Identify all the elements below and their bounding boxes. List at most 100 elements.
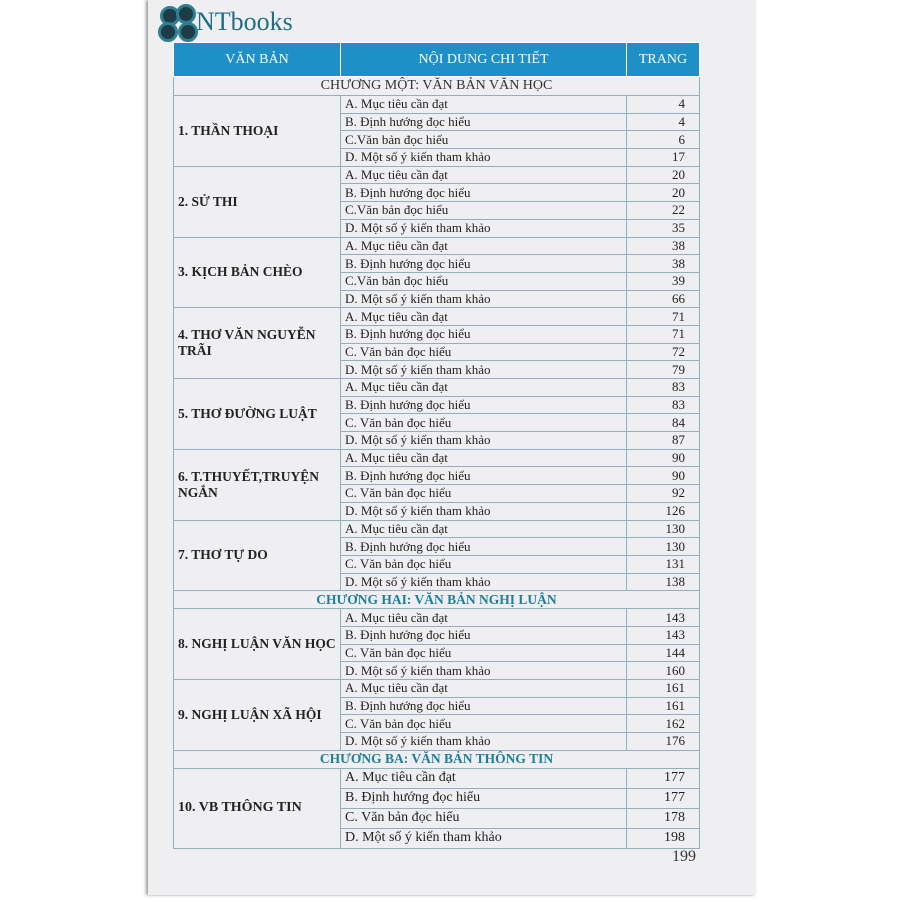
page-ref: 178 [626, 807, 700, 829]
page-ref: 87 [626, 431, 700, 450]
content-item: C. Văn bản đọc hiểu [340, 413, 627, 433]
table-row: D. Một số ý kiến tham khảo 87 [174, 431, 700, 450]
text-group-title: 9. NGHỊ LUẬN XÃ HỘI [173, 679, 341, 751]
content-item: C.Văn bản đọc hiểu [340, 130, 627, 150]
table-row: 1. THẦN THOẠI A. Mục tiêu cần đạt 4 [173, 95, 700, 167]
content-item: A. Mục tiêu cần đạt [340, 519, 627, 539]
content-item: D. Một số ý kiến tham khảo [340, 148, 627, 167]
page-ref: 72 [626, 342, 700, 362]
chapter-row: CHƯƠNG BA: VĂN BẢN THÔNG TIN [173, 749, 700, 769]
page-ref: 126 [626, 501, 700, 521]
table-row: C. Văn bản đọc hiểu 162 [174, 714, 700, 734]
page-ref: 84 [626, 413, 700, 433]
page-ref: 198 [626, 827, 700, 849]
table-row: D. Một số ý kiến tham khảo 176 [174, 732, 700, 751]
content-item: B. Định hướng đọc hiểu [340, 625, 627, 645]
table-row: 5. THƠ ĐƯỜNG LUẬT A. Mục tiêu cần đạt 83 [173, 378, 700, 450]
page-ref: 83 [626, 378, 700, 397]
table-row: D. Một số ý kiến tham khảo 138 [174, 572, 700, 592]
ntbooks-logo: NTbooks [158, 4, 293, 42]
table-row: 2. SỬ THI A. Mục tiêu cần đạt 20 [173, 165, 700, 238]
content-item: B. Định hướng đọc hiểu [340, 787, 627, 809]
content-item: D. Một số ý kiến tham khảo [340, 360, 627, 379]
page-ref: 20 [626, 183, 700, 203]
content-item: C.Văn bản đọc hiểu [340, 201, 627, 220]
page-ref: 20 [626, 165, 700, 185]
page-ref: 143 [626, 608, 700, 627]
table-row: B. Định hướng đọc hiểu 20 [174, 183, 700, 203]
header-noi-dung: NỘI DUNG CHI TIẾT [340, 42, 627, 77]
content-item: B. Định hướng đọc hiểu [340, 254, 627, 273]
page-ref: 130 [626, 519, 700, 539]
table-row: 8. NGHỊ LUẬN VĂN HỌC A. Mục tiêu cần đạt 1… [173, 608, 700, 680]
table-row: B. Định hướng đọc hiểu 38 [174, 254, 700, 273]
page-ref: 160 [626, 661, 700, 680]
content-item: B. Định hướng đọc hiểu [340, 183, 627, 203]
table-row: C.Văn bản đọc hiểu 22 [174, 201, 700, 220]
text-group-title: 4. THƠ VĂN NGUYỄN TRÃI [173, 307, 341, 379]
content-item: B. Định hướng đọc hiểu [340, 696, 627, 716]
page-ref: 6 [626, 130, 700, 150]
page-ref: 39 [626, 271, 700, 291]
page-ref: 79 [626, 360, 700, 379]
header-van-ban: VĂN BẢN [173, 42, 341, 77]
text-group-title: 5. THƠ ĐƯỜNG LUẬT [173, 378, 341, 450]
content-item: C. Văn bản đọc hiểu [340, 714, 627, 734]
text-group-title: 1. THẦN THOẠI [173, 95, 341, 167]
logo-knot-icon [158, 4, 198, 42]
page-ref: 162 [626, 714, 700, 734]
page-ref: 176 [626, 732, 700, 751]
content-item: A. Mục tiêu cần đạt [340, 767, 627, 789]
text-group-title: 2. SỬ THI [173, 165, 341, 238]
page-ref: 143 [626, 625, 700, 645]
page-number: 199 [672, 848, 696, 865]
table-row: B. Định hướng đọc hiểu 83 [174, 395, 700, 415]
page-ref: 90 [626, 448, 700, 468]
page-ref: 177 [626, 767, 700, 789]
text-group-title: 7. THƠ TỰ DO [173, 519, 341, 592]
text-group-title: 8. NGHỊ LUẬN VĂN HỌC [173, 608, 341, 680]
content-item: D. Một số ý kiến tham khảo [340, 431, 627, 450]
table-row: 9. NGHỊ LUẬN XÃ HỘI A. Mục tiêu cần đạt 16… [173, 679, 700, 751]
page-ref: 161 [626, 679, 700, 698]
table-row: C. Văn bản đọc hiểu 131 [174, 554, 700, 574]
table-row: 6. T.THUYẾT,TRUYỆN NGẮN A. Mục tiêu cần đ… [173, 448, 700, 521]
page-ref: 138 [626, 572, 700, 592]
content-item: A. Mục tiêu cần đạt [340, 95, 627, 114]
content-item: B. Định hướng đọc hiểu [340, 395, 627, 415]
text-group-title: 10. VB THÔNG TIN [173, 767, 341, 849]
chapter-title: CHƯƠNG MỘT: VĂN BẢN VĂN HỌC [173, 76, 700, 96]
page-ref: 17 [626, 148, 700, 167]
chapter-title: CHƯƠNG HAI: VĂN BẢN NGHỊ LUẬN [173, 590, 700, 610]
content-item: B. Định hướng đọc hiểu [340, 537, 627, 556]
chapter-row: CHƯƠNG MỘT: VĂN BẢN VĂN HỌC [173, 76, 700, 96]
page-ref: 71 [626, 307, 700, 326]
table-row: 3. KỊCH BẢN CHÈO A. Mục tiêu cần đạt 38 [173, 236, 700, 309]
page-ref: 4 [626, 112, 700, 132]
page-ref: 71 [626, 324, 700, 344]
logo-text: NTbooks [196, 7, 293, 36]
page-ref: 66 [626, 289, 700, 309]
page-ref: 83 [626, 395, 700, 415]
header-row: VĂN BẢN NỘI DUNG CHI TIẾT TRANG [173, 42, 700, 77]
page-ref: 22 [626, 201, 700, 220]
page-ref: 38 [626, 236, 700, 256]
page-ref: 4 [626, 95, 700, 114]
table-row: C.Văn bản đọc hiểu 6 [174, 130, 700, 150]
content-item: A. Mục tiêu cần đạt [340, 378, 627, 397]
content-item: D. Một số ý kiến tham khảo [340, 572, 627, 592]
table-row: 4. THƠ VĂN NGUYỄN TRÃI A. Mục tiêu cần đạ… [173, 307, 700, 379]
content-item: B. Định hướng đọc hiểu [340, 112, 627, 132]
content-item: C. Văn bản đọc hiểu [340, 643, 627, 663]
content-item: D. Một số ý kiến tham khảo [340, 501, 627, 521]
text-group-title: 3. KỊCH BẢN CHÈO [173, 236, 341, 309]
table-row: D. Một số ý kiến tham khảo 79 [174, 360, 700, 379]
table-row: B. Định hướng đọc hiểu 90 [174, 466, 700, 486]
header-trang: TRANG [626, 42, 700, 77]
content-item: A. Mục tiêu cần đạt [340, 679, 627, 698]
page-ref: 90 [626, 466, 700, 486]
table-row: C. Văn bản đọc hiểu 72 [174, 342, 700, 362]
content-item: C. Văn bản đọc hiểu [340, 807, 627, 829]
content-item: C. Văn bản đọc hiểu [340, 554, 627, 574]
table-row: B. Định hướng đọc hiểu 161 [174, 696, 700, 716]
